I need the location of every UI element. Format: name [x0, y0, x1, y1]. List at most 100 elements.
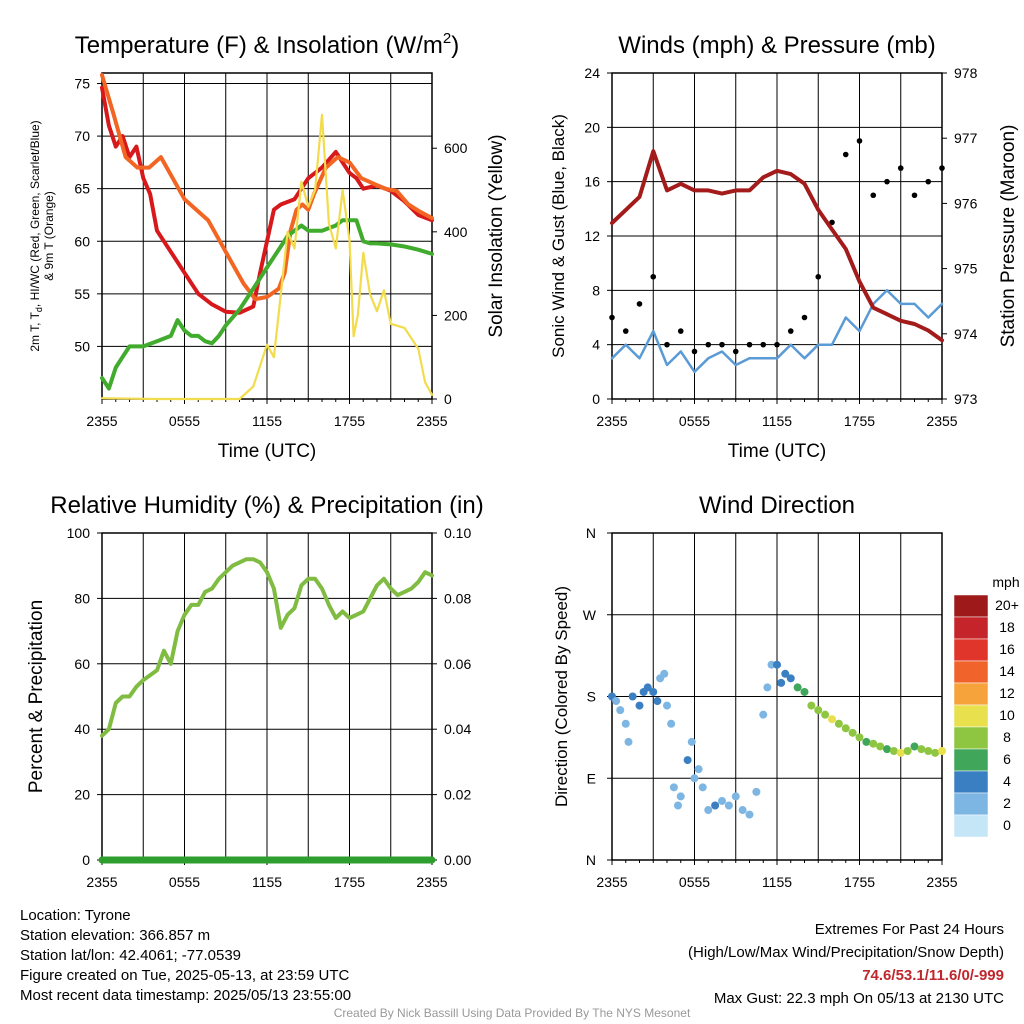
- y-tick-label: N: [586, 525, 596, 541]
- y-tick-label: 65: [74, 181, 90, 197]
- legend-label: 20+: [995, 597, 1019, 613]
- y-axis-label: Sonic Wind & Gust (Blue, Black): [549, 114, 568, 358]
- y2-tick-label: 977: [954, 130, 978, 146]
- y2-tick-label: 0: [444, 391, 452, 407]
- y-tick-label: 40: [74, 721, 90, 737]
- gust-point: [884, 178, 890, 185]
- y-tick-label: 12: [584, 228, 600, 244]
- y2-axis-label: Solar Insolation (Yellow): [486, 134, 507, 337]
- direction-point: [635, 701, 644, 710]
- gust-point: [925, 178, 932, 185]
- direction-point: [616, 706, 625, 715]
- legend-label: 6: [1003, 751, 1011, 767]
- direction-point: [687, 737, 696, 746]
- y-tick-label: 75: [74, 76, 90, 92]
- direction-point: [704, 806, 713, 815]
- direction-point: [711, 801, 720, 810]
- legend-swatch: [953, 660, 989, 684]
- y-tick-label: W: [583, 607, 597, 623]
- direction-point: [855, 733, 864, 742]
- direction-point: [676, 792, 685, 801]
- direction-point: [745, 810, 754, 819]
- direction-point: [834, 719, 843, 728]
- station-elevation: Station elevation: 366.857 m: [20, 927, 211, 944]
- y-tick-label: 80: [74, 590, 90, 606]
- gust-point: [650, 273, 657, 280]
- legend-swatch: [953, 682, 989, 706]
- panel-title: Wind Direction: [699, 492, 855, 519]
- series-line-3: [100, 218, 434, 391]
- direction-point: [876, 742, 885, 751]
- y-axis-label: Percent & Precipitation: [26, 600, 47, 793]
- direction-point: [694, 765, 703, 774]
- direction-point: [653, 697, 662, 706]
- direction-point: [924, 747, 933, 755]
- x-tick-label: 1755: [334, 874, 365, 890]
- direction-point: [889, 747, 898, 755]
- x-tick-label: 2355: [86, 874, 117, 890]
- direction-point: [759, 710, 768, 719]
- x-tick-label: 2355: [416, 413, 447, 429]
- legend-swatch: [953, 814, 989, 838]
- legend-swatch: [953, 704, 989, 728]
- x-tick-label: 2355: [926, 413, 957, 429]
- legend-swatch: [953, 770, 989, 794]
- speed-legend: mph 20+ 18 16 14 12 10 8 6 4 2 0: [953, 574, 1020, 838]
- y-tick-label: 8: [592, 282, 600, 298]
- station-info: Location: Tyrone Station elevation: 366.…: [20, 906, 351, 1006]
- legend-title: mph: [992, 574, 1019, 590]
- direction-point: [621, 719, 630, 728]
- panel-title: Temperature (F) & Insolation (W/m2): [75, 30, 459, 59]
- gust-point: [897, 165, 904, 171]
- direction-point: [786, 674, 795, 683]
- direction-point: [624, 737, 633, 746]
- gust-point: [609, 314, 615, 321]
- direction-point: [910, 742, 919, 751]
- max-gust: Max Gust: 22.3 mph On 05/13 at 2130 UTC: [713, 990, 1004, 1007]
- panel-3: 2355 0555 1155 1755 2355 0 20 40 60 80 100 0.00 0.02…: [26, 492, 484, 890]
- recent-timestamp: Most recent data timestamp: 2025/05/13 2…: [20, 987, 352, 1004]
- y-label-part: 2m T, T: [28, 311, 42, 351]
- y-axis-label-line-2: & 9m T (Orange): [42, 191, 56, 281]
- x-axis-label: Time (UTC): [728, 441, 827, 462]
- direction-point: [917, 745, 926, 754]
- gust-point: [774, 341, 780, 348]
- legend-label: 10: [999, 707, 1015, 723]
- direction-point: [667, 719, 676, 728]
- direction-point: [773, 660, 781, 669]
- y2-tick-label: 200: [444, 307, 468, 323]
- legend-label: 14: [999, 663, 1015, 679]
- y-tick-label: 100: [67, 525, 91, 541]
- series-line-1: [100, 85, 434, 315]
- legend-swatch: [953, 594, 989, 618]
- y-tick-label: E: [587, 770, 596, 786]
- x-tick-label: 1755: [844, 874, 875, 890]
- direction-point: [903, 747, 912, 755]
- direction-point: [841, 724, 850, 733]
- y2-tick-label: 974: [954, 326, 978, 342]
- direction-point: [767, 660, 776, 669]
- y-tick-label: N: [586, 852, 596, 868]
- extremes-legend: (High/Low/Max Wind/Precipitation/Snow De…: [688, 944, 1004, 961]
- y-tick-label: 60: [74, 233, 90, 249]
- y-tick-label: S: [587, 689, 596, 705]
- y-tick-label: 24: [584, 65, 600, 81]
- direction-point: [683, 756, 692, 765]
- y2-tick-label: 0.02: [444, 787, 471, 803]
- direction-point: [763, 683, 772, 692]
- gust-point: [622, 328, 629, 334]
- legend-label: 18: [999, 619, 1015, 635]
- direction-point: [800, 687, 809, 696]
- legend-label: 0: [1003, 817, 1011, 833]
- direction-point: [690, 774, 699, 783]
- direction-point: [931, 748, 940, 757]
- direction-point: [828, 715, 836, 724]
- x-axis-label: Time (UTC): [218, 441, 317, 462]
- direction-point: [649, 687, 658, 696]
- y-tick-label: 0: [82, 852, 90, 868]
- y2-tick-label: 600: [444, 140, 468, 156]
- y2-tick-label: 0.06: [444, 656, 471, 672]
- direction-point: [862, 737, 871, 746]
- x-tick-label: 1155: [762, 413, 792, 429]
